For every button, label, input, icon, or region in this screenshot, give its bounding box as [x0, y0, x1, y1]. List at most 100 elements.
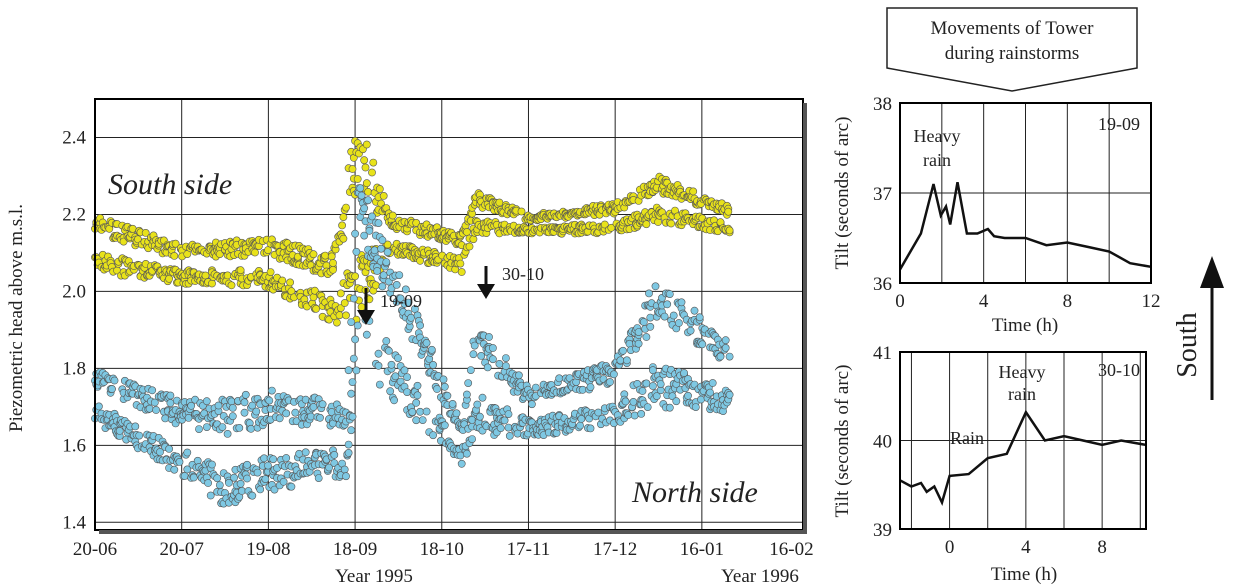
north-side-point: [433, 385, 441, 393]
north-side-point: [403, 373, 411, 381]
main-y-tick-label: 2.0: [62, 281, 86, 302]
main-x-tick-label: 19-08: [246, 539, 290, 560]
north-side-point: [392, 280, 401, 289]
inset2-y-tick-label: 41: [873, 343, 892, 364]
south-side-point: [170, 251, 179, 260]
north-side-point: [528, 400, 536, 409]
north-side-point: [672, 397, 681, 406]
south-side-point: [339, 213, 348, 221]
compass-label: South: [1172, 312, 1203, 377]
north-side-point: [725, 352, 734, 361]
north-side-point: [619, 346, 627, 355]
south-side-point: [338, 221, 346, 230]
north-side-point: [95, 402, 103, 411]
south-side-point: [469, 235, 478, 244]
north-side-point: [365, 226, 374, 235]
north-side-point: [684, 391, 692, 400]
banner-line-2: during rainstorms: [945, 43, 1080, 64]
north-side-point: [623, 356, 631, 365]
north-side-point: [665, 290, 674, 298]
north-side-point: [452, 409, 461, 418]
north-side-point: [407, 313, 415, 322]
north-side-point: [260, 454, 268, 463]
south-side-point: [364, 187, 372, 196]
inset2-frame: [899, 351, 1147, 530]
north-side-point: [115, 426, 124, 435]
south-side-point: [342, 311, 350, 320]
north-side-point: [352, 247, 361, 256]
inset2-rain-label: rain: [1008, 384, 1036, 404]
north-side-point: [213, 474, 222, 483]
north-side-point: [256, 485, 265, 494]
north-side-point: [621, 397, 630, 406]
north-side-point: [202, 397, 211, 406]
north-side-point: [721, 343, 730, 352]
north-side-point: [413, 391, 422, 400]
main-y-tick-label: 1.6: [62, 435, 86, 456]
north-side-point: [152, 406, 160, 414]
north-side-point: [183, 448, 192, 457]
north-side-point: [675, 319, 683, 327]
north-side-point: [301, 395, 310, 404]
north-side-point: [586, 383, 595, 391]
north-side-point: [374, 219, 383, 227]
main-x-tick-label: 20-06: [73, 539, 117, 560]
south-side-point: [342, 203, 350, 212]
north-side-point: [348, 412, 357, 421]
north-side-point: [401, 285, 410, 294]
north-side-point: [347, 389, 356, 398]
north-side-point: [552, 429, 561, 437]
north-side-point: [166, 391, 175, 400]
south-side-point: [329, 259, 337, 267]
north-side-point: [721, 336, 730, 345]
north-side-point: [275, 414, 284, 423]
north-side-point: [145, 404, 154, 413]
north-side-point: [184, 413, 193, 422]
north-side-point: [150, 398, 159, 407]
north-side-point: [639, 318, 648, 326]
south-side-point: [340, 299, 349, 307]
south-side-point: [667, 219, 675, 228]
north-side-point: [403, 388, 411, 396]
north-side-point: [287, 482, 296, 491]
main-x-tick-labels: 20-06 20-07 19-08 18-09 18-10 17-11 17-12 16-01…: [73, 539, 814, 560]
north-side-point: [237, 486, 246, 495]
south-side-point: [362, 179, 371, 188]
arrow-30-10-icon: [477, 266, 495, 299]
inset1-x-tick-label: 8: [1063, 291, 1073, 312]
south-side-point: [607, 223, 616, 232]
south-side-point: [339, 234, 348, 243]
south-side-point: [517, 207, 526, 216]
north-side-point: [656, 380, 665, 388]
north-side-point: [202, 423, 211, 431]
north-side-point: [422, 407, 431, 416]
north-side-point: [252, 407, 261, 416]
south-side-point: [353, 175, 362, 183]
north-side-point: [698, 340, 707, 349]
south-side-point: [412, 218, 421, 227]
inset-chart-19-09: 0 4 8 12 36 37 38 Time (h) Tilt (seconds of a…: [832, 94, 1161, 336]
north-side-point: [496, 424, 505, 432]
inset2-date-tag: 30-10: [1098, 360, 1140, 380]
north-side-point: [470, 341, 479, 350]
north-side-point: [230, 473, 238, 482]
north-side-point: [228, 412, 237, 421]
south-side-point: [375, 185, 384, 193]
north-side-point: [253, 468, 262, 477]
inset2-y-axis-label: Tilt (seconds of arc): [832, 365, 853, 518]
north-side-point: [412, 416, 421, 425]
north-side-point: [301, 448, 310, 457]
north-side-point: [384, 346, 393, 355]
north-side-point: [400, 366, 409, 375]
inset1-x-tick-labels: 0 4 8 12: [895, 291, 1160, 312]
north-side-point: [439, 375, 448, 384]
inset2-x-axis-label: Time (h): [991, 564, 1057, 585]
inset2-y-tick-label: 40: [873, 432, 892, 453]
north-side-point: [464, 379, 473, 387]
north-side-point: [183, 465, 192, 474]
south-side-point: [141, 228, 150, 237]
south-side-point: [388, 211, 397, 220]
inset1-y-tick-label: 37: [873, 184, 892, 205]
south-side-point: [312, 304, 320, 313]
inset2-y-tick-label: 39: [873, 520, 892, 541]
